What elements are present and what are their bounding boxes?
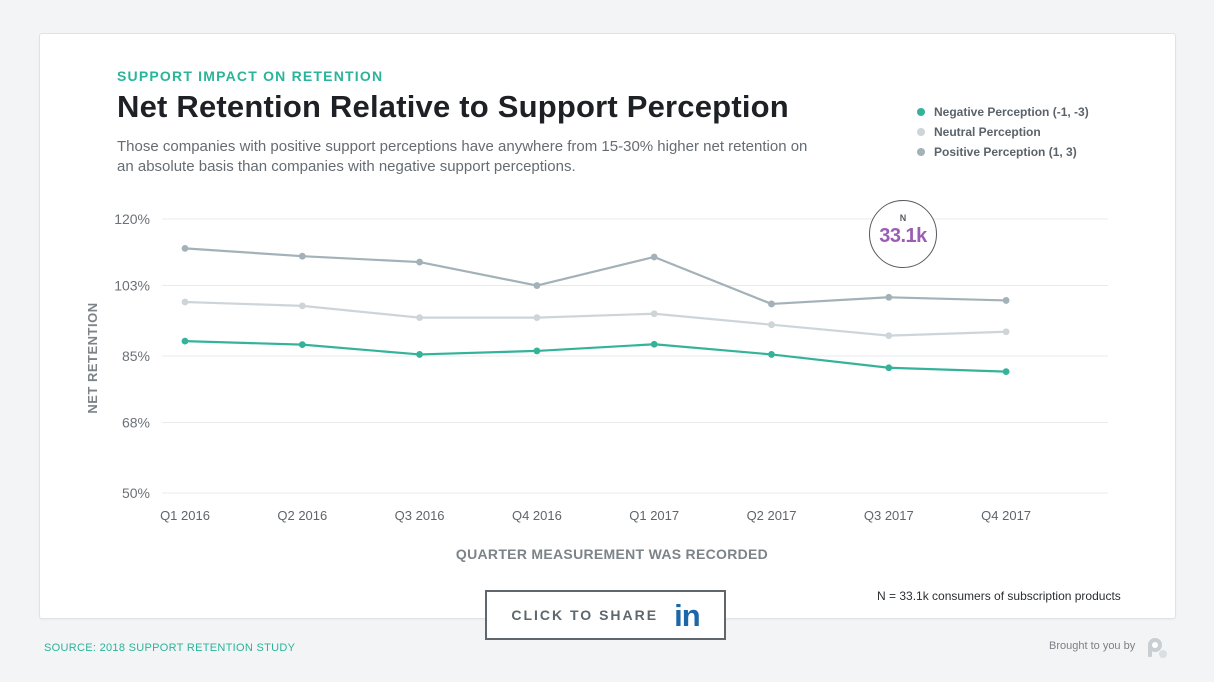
series-point-1 (181, 298, 189, 306)
series-point-1 (650, 310, 658, 318)
series-point-0 (533, 347, 541, 355)
y-tick-label: 103% (114, 278, 150, 294)
series-point-2 (885, 293, 893, 301)
legend-item-positive: Positive Perception (1, 3) (917, 142, 1089, 162)
x-tick-label: Q1 2016 (160, 508, 210, 523)
series-point-1 (1002, 328, 1010, 336)
series-point-1 (768, 321, 775, 329)
x-axis-label: QUARTER MEASUREMENT WAS RECORDED (456, 546, 768, 562)
legend-label-negative: Negative Perception (-1, -3) (934, 105, 1089, 119)
series-point-2 (416, 258, 423, 266)
series-line-2 (183, 247, 1008, 306)
eyebrow-label: SUPPORT IMPACT ON RETENTION (117, 68, 384, 84)
legend-swatch-neutral (917, 128, 925, 136)
x-tick-label: Q4 2017 (981, 508, 1031, 523)
sample-size-value: 33.1k (879, 225, 927, 247)
x-tick-label: Q2 2017 (747, 508, 797, 523)
y-tick-label: 85% (122, 348, 150, 364)
series-point-1 (416, 314, 423, 322)
legend-label-positive: Positive Perception (1, 3) (934, 145, 1077, 159)
series-point-1 (885, 332, 893, 340)
chart-legend: Negative Perception (-1, -3) Neutral Per… (917, 102, 1089, 162)
chart-card: SUPPORT IMPACT ON RETENTION Net Retentio… (39, 33, 1176, 619)
y-tick-label: 50% (122, 485, 150, 501)
legend-item-neutral: Neutral Perception (917, 122, 1089, 142)
series-point-2 (181, 244, 189, 252)
series-point-0 (650, 340, 658, 348)
series-point-1 (298, 302, 306, 310)
series-point-0 (298, 341, 306, 349)
series-point-2 (768, 300, 775, 308)
x-tick-label: Q1 2017 (629, 508, 679, 523)
series-line-0 (183, 340, 1008, 373)
series-point-2 (1002, 297, 1010, 304)
source-note: SOURCE: 2018 SUPPORT RETENTION STUDY (44, 642, 296, 654)
series-point-0 (416, 351, 423, 358)
chart-title: Net Retention Relative to Support Percep… (117, 89, 789, 124)
series-point-0 (181, 337, 189, 345)
brought-to-you-by: Brought to you by (1049, 640, 1136, 652)
series-point-0 (768, 351, 775, 358)
series-point-2 (298, 252, 306, 260)
legend-swatch-positive (917, 148, 925, 156)
chart-subtitle: Those companies with positive support pe… (117, 138, 808, 175)
sample-size-label: N (899, 213, 907, 223)
y-axis-label: NET RETENTION (85, 302, 100, 413)
sample-size-badge: N 33.1k (869, 200, 937, 268)
share-button[interactable]: CLICK TO SHARE in (485, 590, 726, 640)
series-point-1 (533, 314, 541, 322)
brand-logo-icon[interactable] (1146, 636, 1170, 660)
x-tick-label: Q3 2016 (395, 508, 445, 523)
y-tick-label: 68% (122, 415, 150, 431)
series-point-0 (885, 364, 893, 372)
series-point-2 (650, 253, 658, 261)
legend-label-neutral: Neutral Perception (934, 125, 1041, 139)
x-tick-label: Q2 2016 (277, 508, 327, 523)
share-button-label: CLICK TO SHARE (511, 607, 659, 623)
legend-item-negative: Negative Perception (-1, -3) (917, 102, 1089, 122)
line-chart: 50% 68% 85% 103% 120% Q1 2016 Q2 2016 Q3 2016 Q4… (85, 211, 1108, 562)
legend-swatch-negative (917, 108, 925, 116)
x-tick-label: Q3 2017 (864, 508, 914, 523)
y-tick-label: 120% (114, 211, 150, 227)
series-line-1 (183, 300, 1008, 337)
series-point-2 (533, 282, 541, 289)
x-tick-label: Q4 2016 (512, 508, 562, 523)
sample-footnote: N = 33.1k consumers of subscription prod… (877, 589, 1121, 603)
linkedin-icon[interactable]: in (674, 597, 701, 633)
series-point-0 (1002, 368, 1010, 376)
